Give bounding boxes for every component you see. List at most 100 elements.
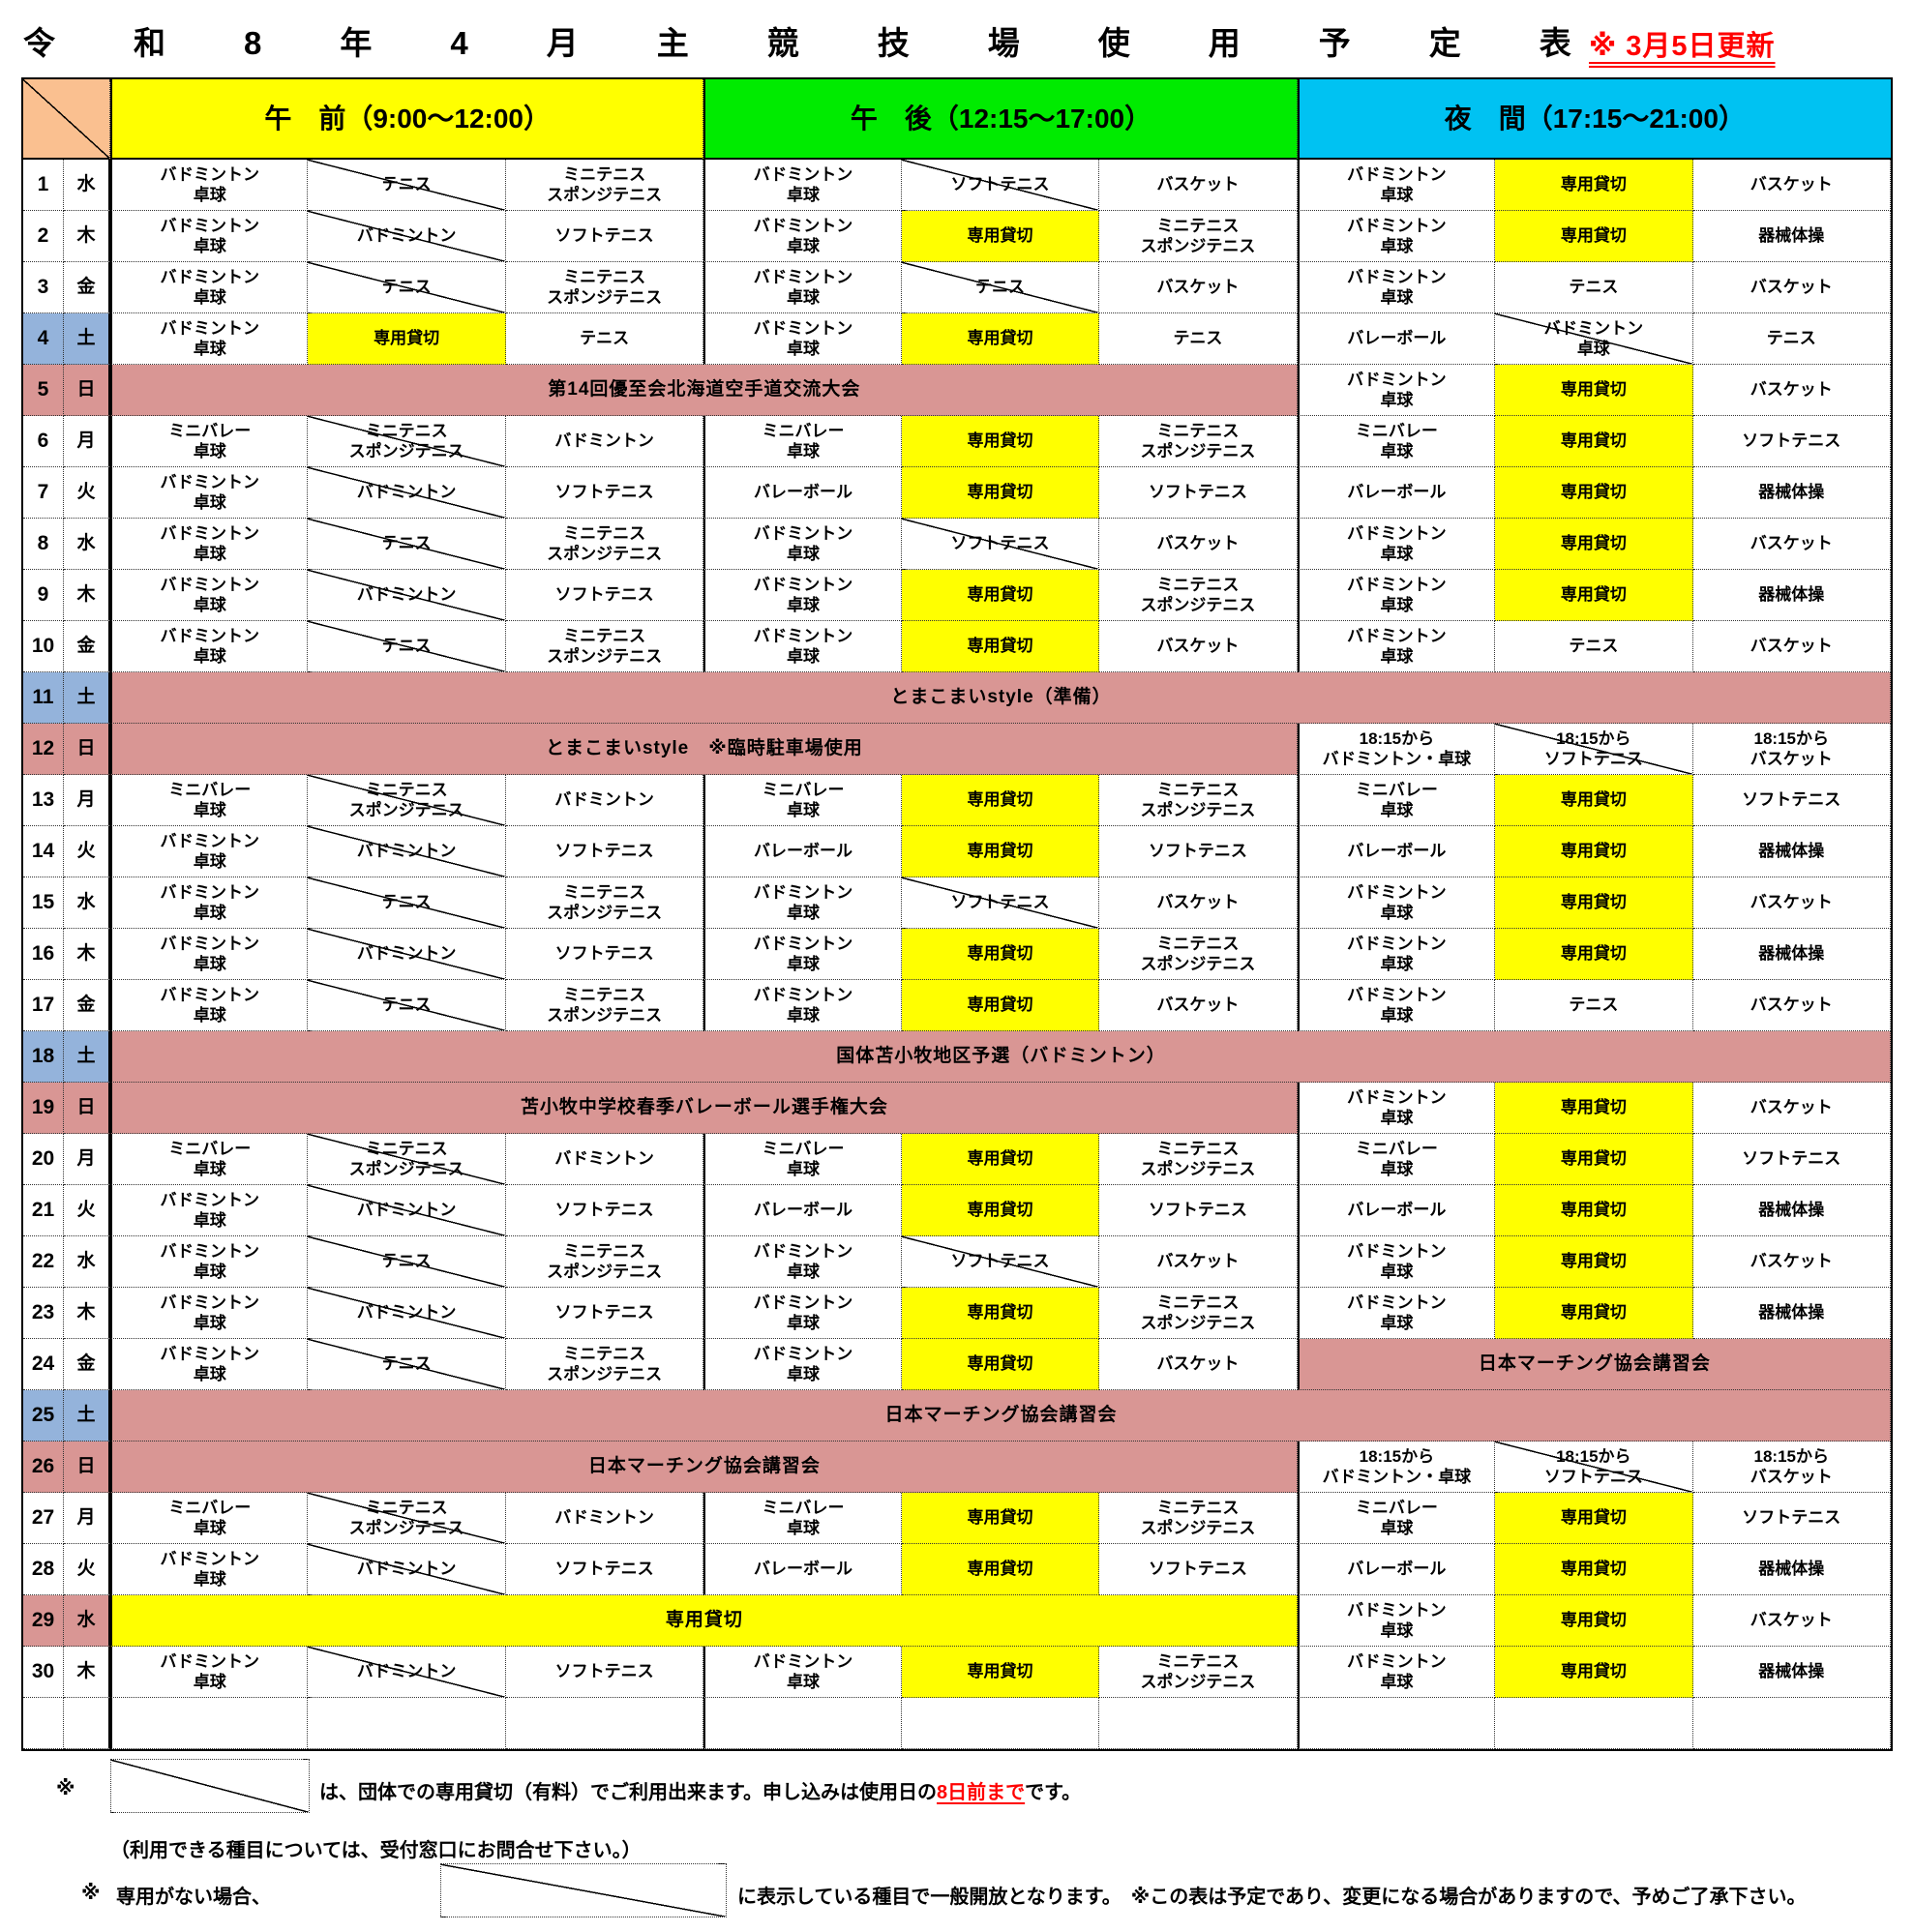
schedule-cell: ミニテニス スポンジテニス	[505, 1236, 704, 1288]
open-use-legend-box	[440, 1863, 727, 1917]
schedule-cell: 専用貸切	[901, 1288, 1100, 1339]
schedule-cell: バスケット	[1099, 621, 1298, 672]
schedule-cell: バドミントン	[308, 211, 506, 262]
schedule-cell: バドミントン	[308, 467, 506, 519]
schedule-cell: 器械体操	[1692, 1185, 1891, 1236]
day-number-cell: 15	[23, 877, 64, 929]
schedule-cell: ミニテニス スポンジテニス	[505, 1339, 704, 1390]
schedule-cell: バドミントン 卓球	[703, 262, 902, 313]
schedule-cell: ミニテニス スポンジテニス	[1099, 416, 1298, 467]
schedule-cell: ミニバレー 卓球	[110, 775, 309, 826]
schedule-cell: ミニテニス スポンジテニス	[1099, 1647, 1298, 1698]
schedule-cell: バスケット	[1099, 519, 1298, 570]
schedule-cell: バドミントン 卓球	[703, 929, 902, 980]
day-number-cell: 18	[23, 1031, 64, 1083]
schedule-cell: テニス	[308, 160, 506, 211]
weekday-cell: 火	[64, 1185, 110, 1236]
schedule-cell: ソフトテニス	[505, 570, 704, 621]
schedule-cell: ミニテニス スポンジテニス	[308, 1493, 506, 1544]
schedule-cell: バドミントン 卓球	[703, 980, 902, 1031]
schedule-cell: テニス	[1692, 313, 1891, 365]
note1-deadline: 8日前まで	[937, 1782, 1026, 1803]
schedule-cell: バドミントン 卓球	[110, 467, 309, 519]
day-number-cell: 4	[23, 313, 64, 365]
day-number-cell: 9	[23, 570, 64, 621]
schedule-cell: バドミントン	[308, 1185, 506, 1236]
day-number-cell: 19	[23, 1083, 64, 1134]
schedule-cell: バドミントン 卓球	[1297, 160, 1496, 211]
schedule-cell: ソフトテニス	[901, 160, 1100, 211]
schedule-cell: バドミントン 卓球	[110, 570, 309, 621]
schedule-cell: バドミントン 卓球	[703, 621, 902, 672]
weekday-cell: 土	[64, 1390, 110, 1442]
schedule-cell: テニス	[901, 262, 1100, 313]
schedule-cell: 専用貸切	[1495, 416, 1693, 467]
day-number-cell: 16	[23, 929, 64, 980]
schedule-cell: バドミントン	[505, 1134, 704, 1185]
schedule-cell: 専用貸切	[901, 980, 1100, 1031]
schedule-cell: バドミントン 卓球	[1297, 929, 1496, 980]
schedule-cell: 専用貸切	[1495, 211, 1693, 262]
schedule-cell: 専用貸切	[1495, 160, 1693, 211]
schedule-cell: テニス	[308, 1339, 506, 1390]
schedule-cell: バドミントン 卓球	[110, 1339, 309, 1390]
schedule-cell: バスケット	[1692, 160, 1891, 211]
schedule-cell: 専用貸切	[901, 1544, 1100, 1595]
schedule-cell: ソフトテニス	[1692, 1493, 1891, 1544]
day-number-cell: 10	[23, 621, 64, 672]
schedule-cell: バスケット	[1099, 980, 1298, 1031]
schedule-cell: バドミントン 卓球	[110, 1288, 309, 1339]
schedule-cell: テニス	[1495, 621, 1693, 672]
day-number-cell: 23	[23, 1288, 64, 1339]
weekday-cell: 土	[64, 1031, 110, 1083]
schedule-cell: ミニテニス スポンジテニス	[1099, 775, 1298, 826]
note2-text: （利用できる種目については、受付窓口にお問合せ下さい。）	[110, 1840, 642, 1861]
schedule-cell: ソフトテニス	[1692, 416, 1891, 467]
schedule-cell: ミニバレー 卓球	[703, 416, 902, 467]
event-cell: 日本マーチング協会講習会	[110, 1442, 1298, 1493]
schedule-cell: バドミントン	[505, 775, 704, 826]
day-number-cell: 3	[23, 262, 64, 313]
schedule-cell	[901, 1698, 1100, 1749]
day-number-cell: 24	[23, 1339, 64, 1390]
schedule-cell: バスケット	[1692, 262, 1891, 313]
schedule-cell: バドミントン 卓球	[1297, 980, 1496, 1031]
schedule-cell: バドミントン 卓球	[110, 1544, 309, 1595]
schedule-cell: バドミントン 卓球	[703, 877, 902, 929]
event-cell: 日本マーチング協会講習会	[1297, 1339, 1891, 1390]
schedule-cell: バドミントン 卓球	[110, 877, 309, 929]
schedule-cell: バスケット	[1692, 519, 1891, 570]
schedule-cell: ソフトテニス	[505, 826, 704, 877]
schedule-cell: テニス	[308, 621, 506, 672]
weekday-cell: 月	[64, 1134, 110, 1185]
schedule-cell: バスケット	[1099, 1236, 1298, 1288]
schedule-cell: バドミントン 卓球	[110, 1647, 309, 1698]
schedule-cell: ソフトテニス	[505, 211, 704, 262]
weekday-cell: 日	[64, 1083, 110, 1134]
weekday-cell: 木	[64, 929, 110, 980]
day-number-cell: 30	[23, 1647, 64, 1698]
schedule-cell: バレーボール	[703, 467, 902, 519]
schedule-cell: バドミントン 卓球	[703, 160, 902, 211]
schedule-cell: 専用貸切	[1495, 826, 1693, 877]
schedule-cell: 専用貸切	[1495, 519, 1693, 570]
schedule-cell: ミニテニス スポンジテニス	[1099, 1493, 1298, 1544]
schedule-cell: バドミントン 卓球	[1495, 313, 1693, 365]
schedule-cell: ソフトテニス	[1099, 467, 1298, 519]
schedule-cell: 専用貸切	[308, 313, 506, 365]
schedule-cell: 専用貸切	[1495, 1185, 1693, 1236]
event-cell: 苫小牧中学校春季バレーボール選手権大会	[110, 1083, 1298, 1134]
schedule-cell: 専用貸切	[901, 1647, 1100, 1698]
schedule-cell	[1495, 1698, 1693, 1749]
day-number-cell: 17	[23, 980, 64, 1031]
schedule-cell: 器械体操	[1692, 211, 1891, 262]
event-cell: とまこまいstyle（準備）	[110, 672, 1891, 724]
schedule-cell: バドミントン	[308, 570, 506, 621]
weekday-cell: 土	[64, 313, 110, 365]
schedule-cell: 器械体操	[1692, 826, 1891, 877]
schedule-cell: バレーボール	[1297, 467, 1496, 519]
schedule-cell: ミニテニス スポンジテニス	[1099, 1134, 1298, 1185]
schedule-cell: バドミントン	[505, 1493, 704, 1544]
schedule-cell: ミニテニス スポンジテニス	[1099, 211, 1298, 262]
reservable-legend-box	[110, 1759, 310, 1813]
